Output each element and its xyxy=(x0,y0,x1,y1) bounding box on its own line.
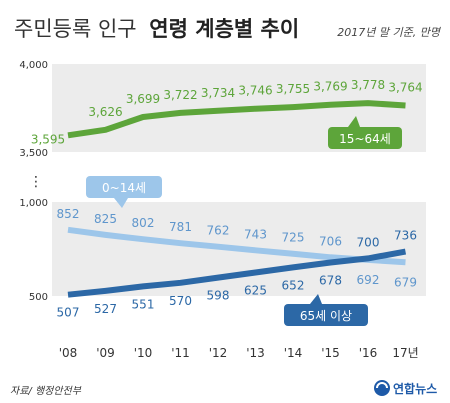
x-tick-label: 17년 xyxy=(392,346,418,360)
x-tick-label: '13 xyxy=(246,346,265,360)
data-label-elderly: 527 xyxy=(94,302,117,316)
unit-note: 2017년 말 기준, 만명 xyxy=(337,26,442,39)
data-label-working-age: 3,778 xyxy=(351,78,385,92)
data-label-elderly: 570 xyxy=(169,294,192,308)
legend-elderly: 65세 이상 xyxy=(300,309,352,323)
data-label-working-age: 3,755 xyxy=(276,82,310,96)
data-label-youth: 852 xyxy=(57,207,80,221)
data-label-elderly: 700 xyxy=(357,235,380,249)
data-label-youth: 725 xyxy=(282,231,305,245)
y-tick-upper-max: 4,000 xyxy=(19,60,48,71)
x-tick-label: '11 xyxy=(171,346,190,360)
axis-break-icon: ⋮ xyxy=(29,174,43,190)
x-axis-ticks: '08 '09 '10 '11 '12 '13 '14 '15 '16 17년 xyxy=(59,346,419,360)
legend-youth: 0~14세 xyxy=(102,181,146,195)
data-label-youth: 679 xyxy=(394,275,417,289)
series-line-working-age xyxy=(67,100,406,139)
x-tick-label: '12 xyxy=(209,346,228,360)
x-tick-label: '08 xyxy=(59,346,78,360)
y-tick-lower-max: 1,000 xyxy=(19,198,48,209)
data-label-working-age: 3,595 xyxy=(31,132,65,146)
chart-title: 주민등록 인구 연령 계층별 추이 xyxy=(14,17,299,41)
data-label-working-age: 3,722 xyxy=(163,88,197,102)
title-bold: 연령 계층별 추이 xyxy=(149,17,299,41)
data-label-elderly: 551 xyxy=(132,297,155,311)
data-label-youth: 781 xyxy=(169,220,192,234)
series-line-elderly xyxy=(67,248,407,298)
data-label-elderly: 598 xyxy=(207,289,230,303)
title-light: 주민등록 인구 xyxy=(14,17,137,41)
data-label-youth: 802 xyxy=(132,216,155,230)
data-label-elderly: 625 xyxy=(244,284,267,298)
logo-arc-icon xyxy=(376,382,388,389)
data-label-youth: 762 xyxy=(207,224,230,238)
y-tick-upper-min: 3,500 xyxy=(19,148,48,159)
y-tick-lower-min: 500 xyxy=(29,292,48,303)
x-tick-label: '10 xyxy=(134,346,153,360)
data-label-youth: 743 xyxy=(244,227,267,241)
x-tick-label: '09 xyxy=(96,346,115,360)
source-note: 자료/ 행정안전부 xyxy=(10,385,82,397)
data-label-working-age: 3,764 xyxy=(388,81,422,95)
data-label-youth: 825 xyxy=(94,212,117,226)
legend-callout-elderly: 65세 이상 xyxy=(284,294,368,326)
data-label-elderly: 652 xyxy=(282,278,305,292)
logo-text: 연합뉴스 xyxy=(393,381,437,396)
data-label-elderly: 507 xyxy=(57,306,80,320)
legend-callout-working-age: 15~64세 xyxy=(328,116,402,149)
data-label-working-age: 3,734 xyxy=(201,86,235,100)
data-label-working-age: 3,626 xyxy=(88,105,122,119)
data-label-elderly: 736 xyxy=(394,229,417,243)
data-label-elderly: 678 xyxy=(319,274,342,288)
data-labels: 3,595 3,626 3,699 3,722 3,734 3,746 3,755 3,769… xyxy=(31,78,423,320)
x-tick-label: '15 xyxy=(321,346,340,360)
legend-working-age: 15~64세 xyxy=(339,132,391,146)
data-label-youth: 706 xyxy=(319,234,342,248)
yonhap-logo: 연합뉴스 xyxy=(374,380,437,396)
data-label-working-age: 3,699 xyxy=(126,92,160,106)
data-label-youth: 692 xyxy=(357,273,380,287)
data-label-working-age: 3,769 xyxy=(313,80,347,94)
x-tick-label: '14 xyxy=(284,346,303,360)
legend-callout-youth: 0~14세 xyxy=(86,176,162,208)
x-tick-label: '16 xyxy=(359,346,378,360)
data-label-working-age: 3,746 xyxy=(238,84,272,98)
